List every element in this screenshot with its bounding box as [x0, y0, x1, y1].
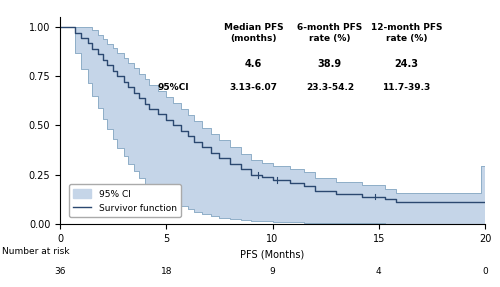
Text: 9: 9: [270, 267, 276, 276]
Text: 11.7-39.3: 11.7-39.3: [382, 83, 430, 92]
X-axis label: PFS (Months): PFS (Months): [240, 249, 304, 259]
Text: 3.13-6.07: 3.13-6.07: [230, 83, 278, 92]
Text: 24.3: 24.3: [394, 59, 418, 69]
Text: 38.9: 38.9: [318, 59, 342, 69]
Text: Number at risk: Number at risk: [2, 247, 70, 256]
Text: 6-month PFS
rate (%): 6-month PFS rate (%): [297, 24, 362, 43]
Text: 95%CI: 95%CI: [158, 83, 190, 92]
Text: Median PFS
(months): Median PFS (months): [224, 24, 283, 43]
Text: 0: 0: [482, 267, 488, 276]
Text: 4: 4: [376, 267, 382, 276]
Legend: 95% CI, Survivor function: 95% CI, Survivor function: [69, 184, 181, 217]
Text: 12-month PFS
rate (%): 12-month PFS rate (%): [370, 24, 442, 43]
Text: 36: 36: [54, 267, 66, 276]
Text: 18: 18: [160, 267, 172, 276]
Text: 4.6: 4.6: [245, 59, 262, 69]
Text: 23.3-54.2: 23.3-54.2: [306, 83, 354, 92]
